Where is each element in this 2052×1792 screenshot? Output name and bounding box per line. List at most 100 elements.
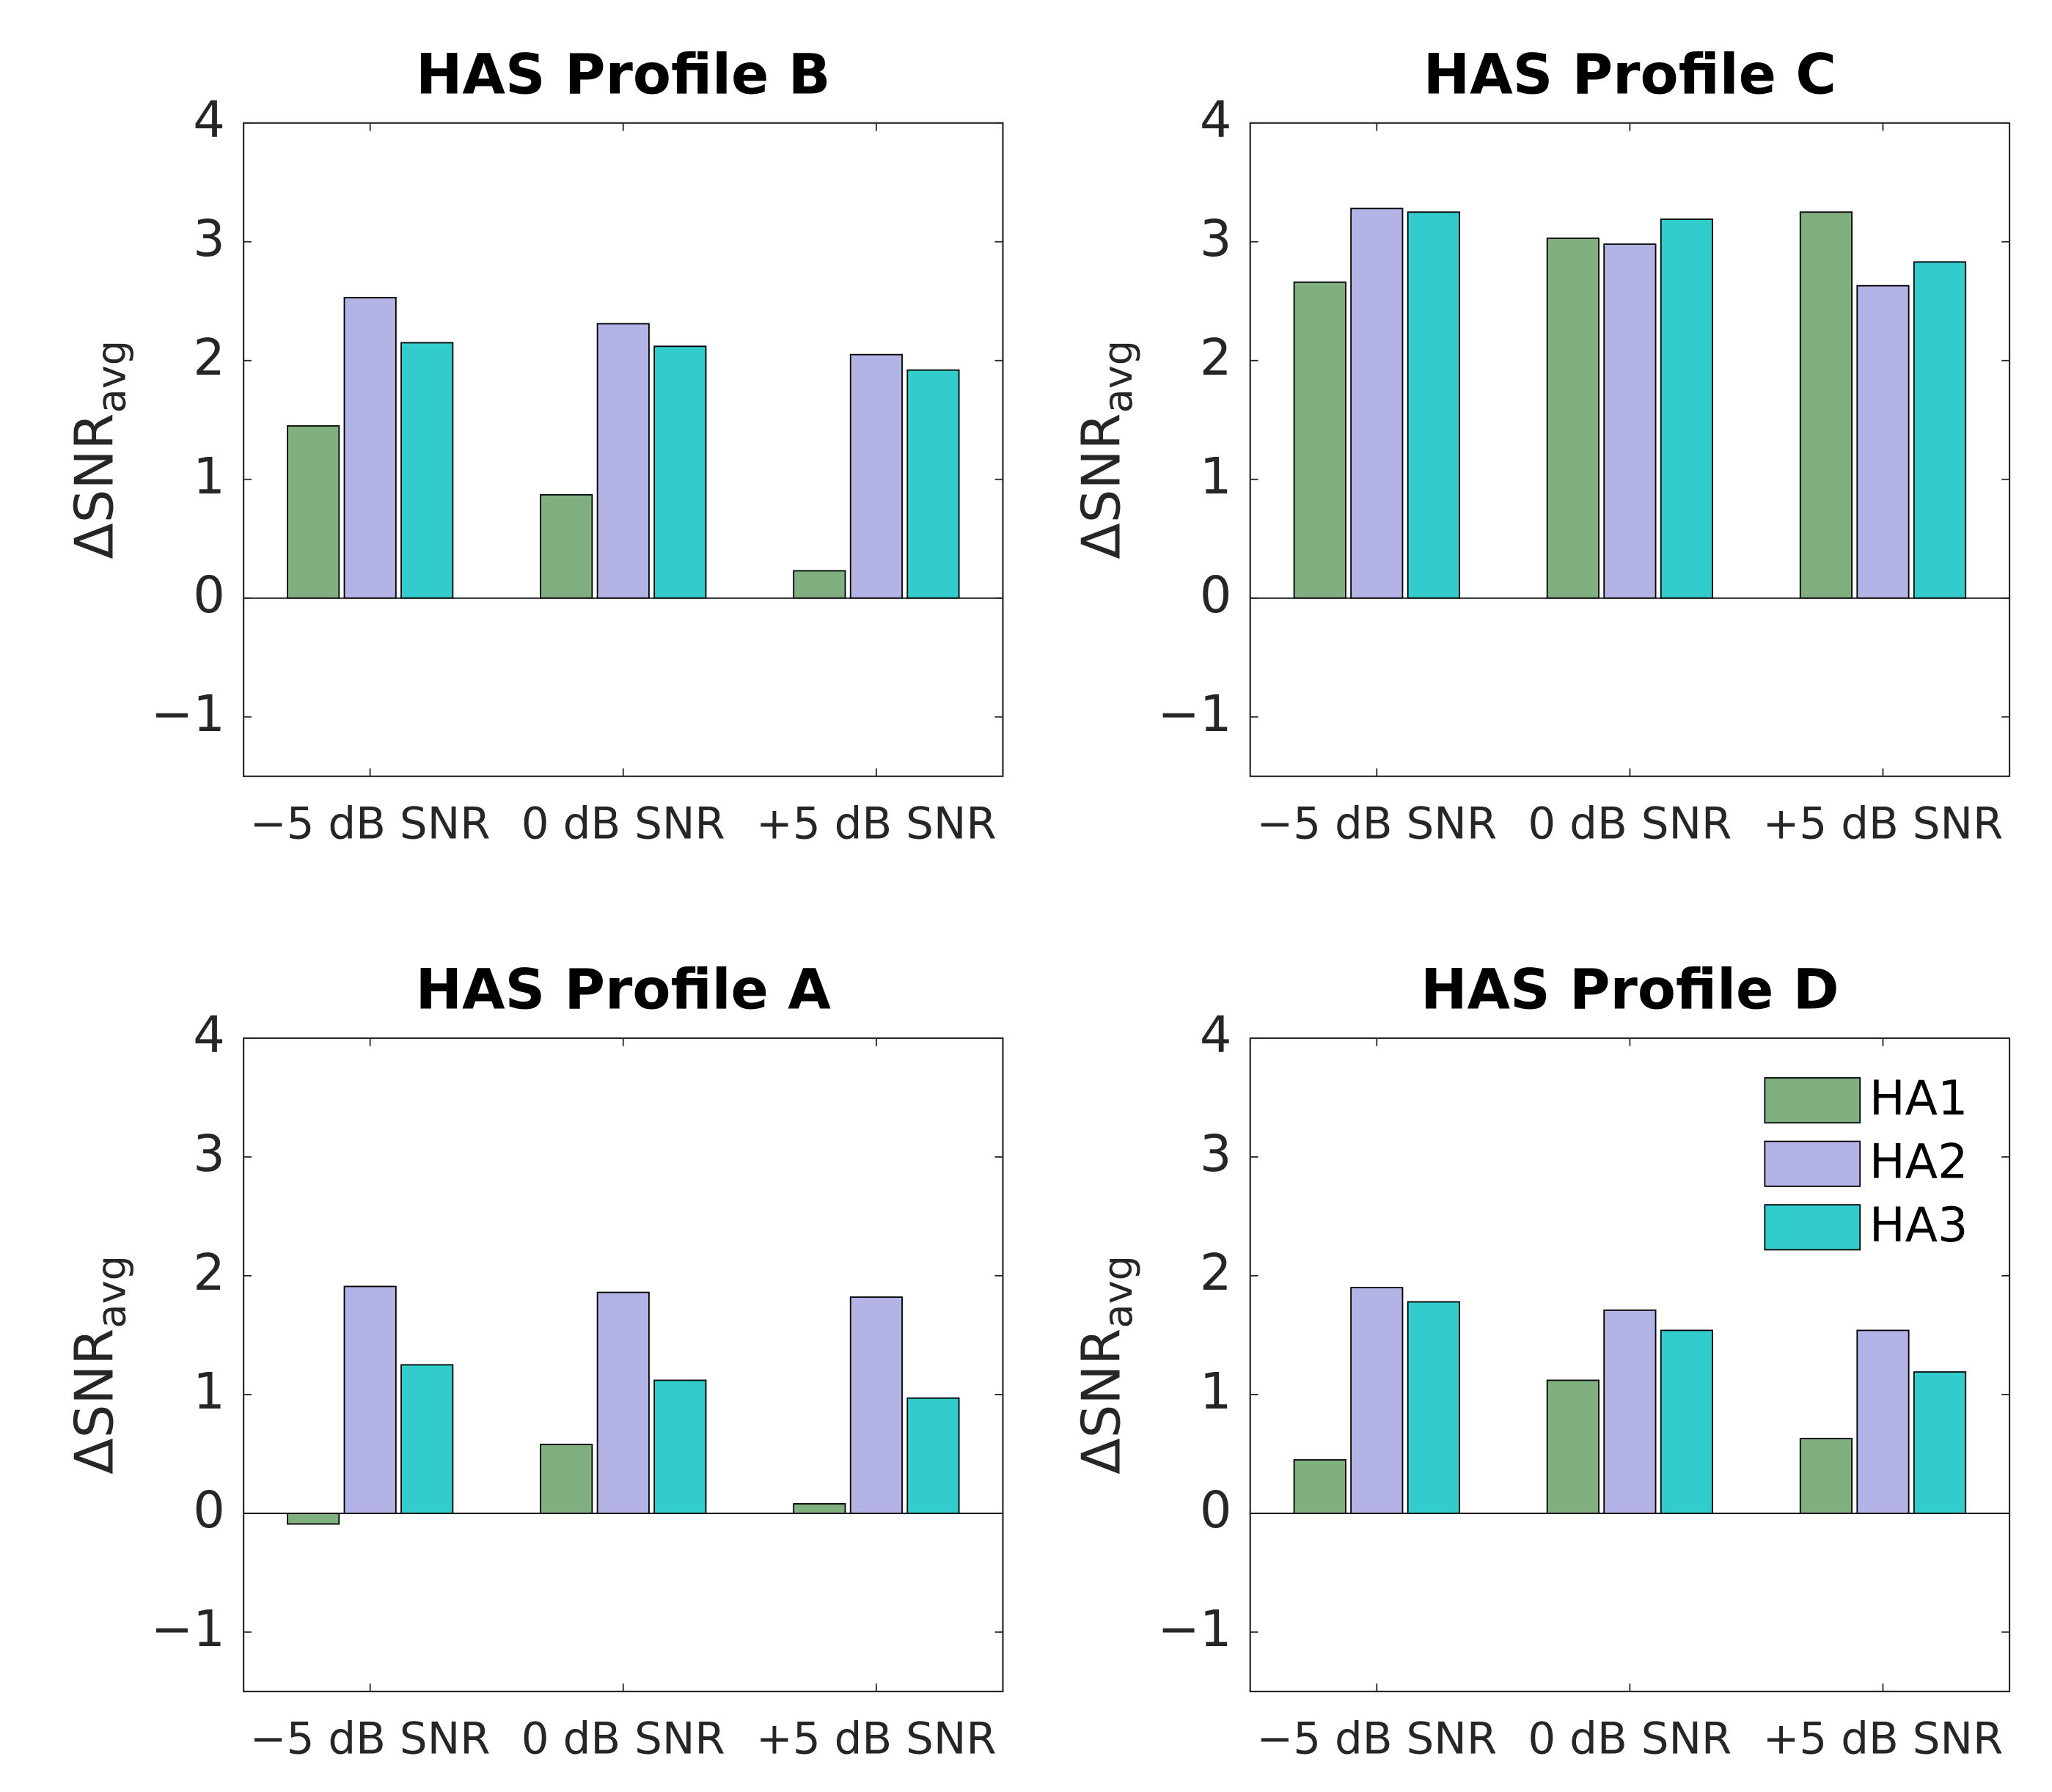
x-tick-label: +5 dB SNR	[756, 798, 997, 849]
x-tick-label: +5 dB SNR	[1763, 798, 2004, 849]
x-tick-label: 0 dB SNR	[1528, 798, 1732, 849]
axes-box	[1249, 1037, 2011, 1693]
y-axis-label: ΔSNRavg	[1071, 1255, 1140, 1475]
bar	[906, 369, 960, 599]
x-tick-label: 0 dB SNR	[521, 798, 725, 849]
y-label-main: ΔSNR	[65, 413, 126, 559]
y-tick-label: 3	[193, 1125, 225, 1183]
legend-label: HA1	[1869, 1071, 1968, 1126]
bar	[596, 1291, 650, 1514]
bar	[1799, 211, 1853, 599]
bar	[540, 493, 593, 599]
bar	[1293, 281, 1346, 599]
y-tick-label: 4	[1200, 1006, 1232, 1065]
y-axis-label: ΔSNRavg	[1071, 340, 1140, 559]
legend-label: HA2	[1869, 1135, 1968, 1190]
bar	[1407, 211, 1460, 599]
bar	[1913, 261, 1967, 599]
y-tick-label: 4	[193, 1006, 225, 1065]
panel: HAS Profile C ΔSNRavg −1 0 1 2 3 4 −5 dB SNR 0 dB…	[1071, 42, 2011, 849]
y-tick-label: 2	[1200, 328, 1232, 387]
panel-title: HAS Profile B	[416, 42, 830, 106]
panel-title: HAS Profile C	[1423, 42, 1836, 106]
y-tick-label: 1	[1200, 447, 1232, 506]
x-tick-label: −5 dB SNR	[1256, 1714, 1497, 1765]
y-tick-label: 0	[193, 1481, 225, 1540]
bar	[1603, 1309, 1657, 1514]
panel: HAS Profile A ΔSNRavg −1 0 1 2 3 4 −5 dB SNR 0 dB…	[65, 958, 1004, 1765]
y-tick-label: 4	[193, 91, 225, 150]
y-tick-label: 2	[193, 328, 225, 387]
x-tick-label: +5 dB SNR	[756, 1714, 997, 1765]
bar	[1350, 208, 1404, 599]
axes-box	[243, 1037, 1004, 1693]
axes-box	[1249, 122, 2011, 777]
x-tick-label: −5 dB SNR	[1256, 798, 1497, 849]
bar	[1660, 1329, 1714, 1514]
bar	[287, 425, 340, 599]
legend-label: HA3	[1869, 1198, 1968, 1253]
y-label-main: ΔSNR	[65, 1329, 126, 1475]
y-tick-label: 3	[1200, 210, 1232, 268]
y-tick-label: 0	[1200, 566, 1232, 625]
bar	[1913, 1371, 1967, 1514]
bar	[343, 1285, 397, 1514]
x-tick-label: +5 dB SNR	[1763, 1714, 2004, 1765]
y-label-main: ΔSNR	[1071, 1329, 1132, 1475]
bar	[1799, 1437, 1853, 1514]
y-tick-label: 1	[1200, 1362, 1232, 1421]
bar	[287, 1513, 340, 1525]
y-tick-label: 0	[193, 566, 225, 625]
bar	[400, 1364, 454, 1514]
panel-title: HAS Profile D	[1421, 958, 1839, 1022]
y-tick-label: −1	[151, 685, 225, 743]
y-label-subscript: avg	[1095, 1255, 1141, 1329]
x-tick-label: 0 dB SNR	[521, 1714, 725, 1765]
x-tick-label: −5 dB SNR	[250, 798, 491, 849]
x-tick-label: 0 dB SNR	[1528, 1714, 1732, 1765]
bar	[1546, 237, 1600, 599]
y-tick-label: 3	[193, 210, 225, 268]
y-tick-label: 0	[1200, 1481, 1232, 1540]
bar	[400, 342, 454, 599]
legend-swatch	[1764, 1077, 1861, 1124]
y-tick-label: −1	[151, 1600, 225, 1659]
y-label-subscript: avg	[1095, 340, 1141, 414]
bar	[1660, 219, 1714, 599]
bar	[793, 1503, 846, 1514]
x-tick-label: −5 dB SNR	[250, 1714, 491, 1765]
bar	[1856, 284, 1910, 599]
y-tick-label: 2	[193, 1244, 225, 1302]
bar	[343, 296, 397, 599]
y-label-main: ΔSNR	[1071, 413, 1132, 559]
y-label-subscript: avg	[88, 1255, 134, 1329]
bar	[1350, 1287, 1404, 1514]
bar	[1293, 1459, 1346, 1514]
y-tick-label: −1	[1157, 1600, 1231, 1659]
panel: HAS Profile D ΔSNRavg −1 0 1 2 3 4 −5 dB SNR 0 dB…	[1071, 958, 2011, 1765]
y-axis-label: ΔSNRavg	[65, 1255, 134, 1475]
bar	[653, 1379, 707, 1514]
bar	[849, 353, 903, 599]
y-label-subscript: avg	[88, 340, 134, 414]
bar	[540, 1444, 593, 1514]
y-tick-label: −1	[1157, 685, 1231, 743]
bar	[849, 1296, 903, 1514]
y-axis-label: ΔSNRavg	[65, 340, 134, 559]
axes-box	[243, 122, 1004, 777]
legend-swatch	[1764, 1204, 1861, 1251]
panel: HAS Profile B ΔSNRavg −1 0 1 2 3 4 −5 dB SNR 0 dB…	[65, 42, 1004, 849]
panel-title: HAS Profile A	[416, 958, 832, 1022]
bar	[1603, 243, 1657, 599]
y-tick-label: 1	[193, 1362, 225, 1421]
y-tick-label: 1	[193, 447, 225, 506]
y-tick-label: 2	[1200, 1244, 1232, 1302]
bar	[1407, 1301, 1460, 1514]
bar	[793, 570, 846, 599]
bar	[653, 345, 707, 599]
bar	[1856, 1329, 1910, 1514]
bar	[1546, 1379, 1600, 1514]
legend-swatch	[1764, 1140, 1861, 1187]
bar	[906, 1397, 960, 1514]
